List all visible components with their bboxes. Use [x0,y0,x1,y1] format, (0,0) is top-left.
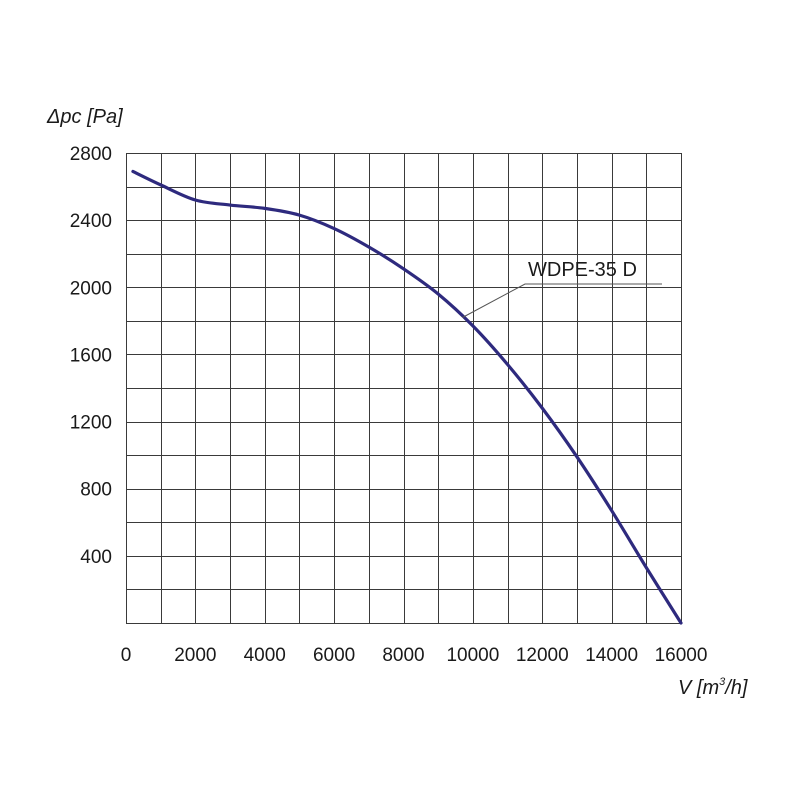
series-label-leader [462,283,662,318]
y-tick-label: 1200 [70,413,112,434]
tick-labels: 0 2000 4000 6000 8000 10000 12000 14000 16000 400… [70,144,708,666]
x-tick-label: 0 [121,645,132,666]
x-tick-label: 8000 [382,645,424,666]
x-tick-label: 6000 [313,645,355,666]
series-layer [131,169,683,625]
y-tick-label: 1600 [70,345,112,366]
x-tick-label: 16000 [655,645,708,666]
x-axis-title: V [m3/h] [678,676,748,699]
x-tick-label: 10000 [446,645,499,666]
series-label: WDPE-35 D [528,259,637,281]
x-tick-label: 4000 [244,645,286,666]
y-tick-label: 400 [80,547,112,568]
y-tick-label: 2800 [70,144,112,165]
y-tick-label: 800 [80,480,112,501]
y-tick-label: 2400 [70,211,112,232]
x-tick-label: 12000 [516,645,569,666]
x-tick-label: 14000 [585,645,638,666]
x-tick-label: 2000 [174,645,216,666]
y-tick-label: 2000 [70,278,112,299]
x-axis-title-sup: 3 [719,676,726,688]
annotation-layer: WDPE-35 D [462,259,662,318]
x-axis-title-suffix: /h] [723,677,748,699]
x-axis-title-main: V [m [678,677,719,699]
y-axis-title: Δpc [Pa] [46,106,123,128]
series-line [131,169,683,625]
grid [126,153,682,624]
